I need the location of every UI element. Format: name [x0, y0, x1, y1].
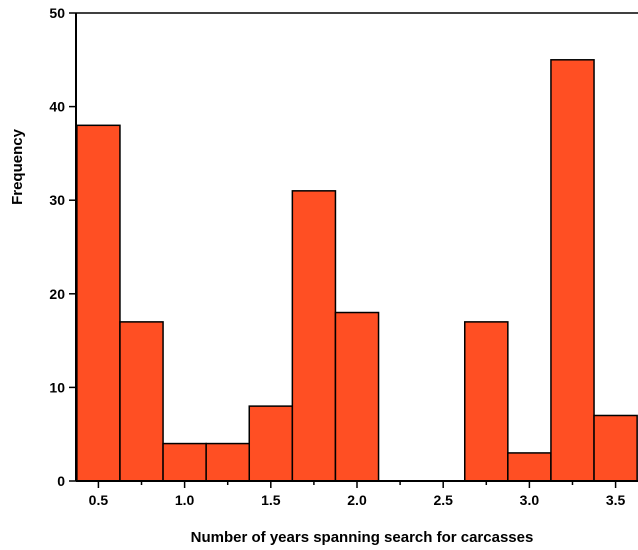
histogram-bar [463, 321, 509, 482]
y-axis-title: Frequency [9, 128, 26, 205]
y-tick-label: 0 [57, 473, 65, 489]
y-tick-label: 50 [49, 5, 65, 21]
histogram-bar [248, 405, 294, 482]
x-tick-label: 3.0 [520, 492, 540, 508]
y-tick-label: 10 [49, 379, 65, 395]
bars-layer [76, 59, 638, 482]
x-axis-title: Number of years spanning search for carc… [191, 529, 534, 546]
y-tick-label: 40 [49, 99, 65, 115]
x-tick-label: 3.5 [606, 492, 626, 508]
x-tick-label: 1.5 [261, 492, 281, 508]
x-tick-label: 2.0 [347, 492, 367, 508]
histogram-bar [162, 442, 207, 482]
ticks-layer: 0.5 1.0 1.5 2.0 2.5 3.0 3.5 0 10 20 30 40 50 [49, 5, 625, 508]
x-tick-label: 2.5 [433, 492, 453, 508]
histogram-bar [205, 442, 251, 482]
y-tick-label: 20 [49, 286, 65, 302]
y-tick-label: 30 [49, 192, 65, 208]
histogram-bar [291, 190, 337, 482]
histogram-bar [507, 452, 552, 482]
histogram-bar [593, 414, 638, 482]
histogram-bar [119, 321, 164, 482]
x-tick-label: 1.0 [175, 492, 195, 508]
histogram-bar [334, 311, 380, 482]
x-tick-label: 0.5 [89, 492, 109, 508]
histogram-bar [76, 124, 121, 482]
histogram-bar [550, 59, 595, 482]
